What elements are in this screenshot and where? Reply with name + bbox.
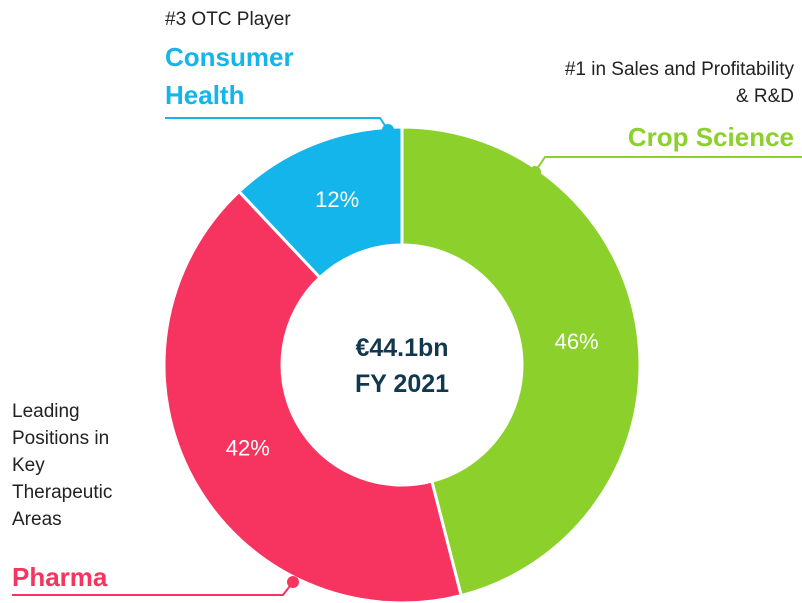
category-label: Consumer Health	[165, 42, 294, 110]
leader-dot	[382, 124, 394, 136]
leader-line	[165, 117, 389, 131]
center-label: €44.1bn FY 2021	[302, 330, 502, 402]
leader-dot	[287, 576, 299, 588]
data-label: 42%	[226, 436, 270, 461]
slice	[162, 189, 464, 603]
center-year: FY 2021	[354, 370, 450, 398]
annotation: #3 OTC Player	[165, 9, 291, 30]
data-label: 46%	[555, 329, 599, 354]
leader-line	[534, 156, 802, 173]
data-label: 12%	[315, 187, 359, 212]
leader-dot	[529, 166, 541, 178]
slice	[236, 125, 404, 280]
center-value: €44.1bn	[355, 334, 449, 362]
slice	[400, 125, 642, 598]
category-label: Crop Science	[627, 122, 794, 152]
annotation: Leading Positions in Key Therapeutic Are…	[12, 401, 113, 530]
category-label: Pharma	[12, 562, 108, 592]
annotation: #1 in Sales and Profitability & R&D	[564, 59, 794, 107]
